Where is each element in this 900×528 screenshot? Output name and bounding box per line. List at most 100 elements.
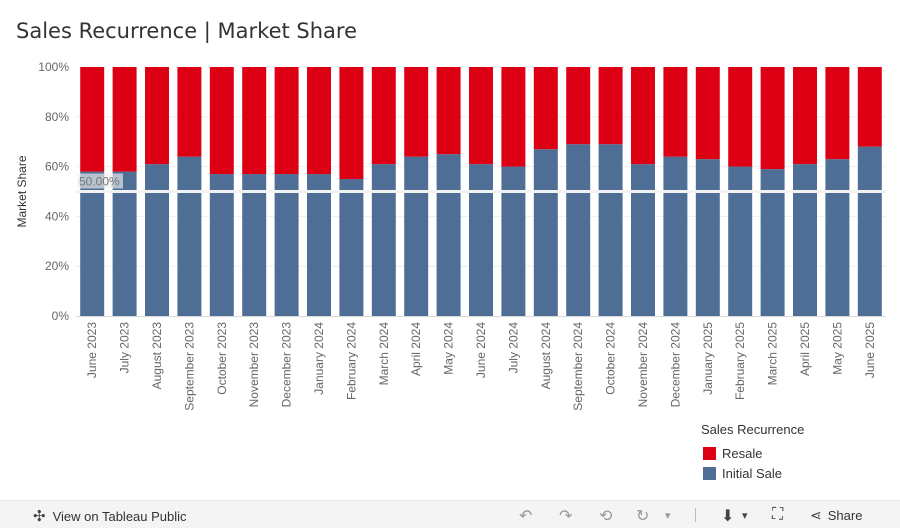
- bar-initial-sale: [339, 179, 364, 316]
- legend-label-resale: Resale: [722, 445, 763, 461]
- bar-resale: [307, 67, 331, 175]
- bar-resale: [177, 67, 202, 157]
- bar-resale: [242, 67, 267, 175]
- y-tick-label: 60%: [45, 160, 69, 174]
- bar-initial-sale: [177, 156, 202, 316]
- x-tick-label: January 2025: [701, 322, 715, 395]
- bar-resale: [501, 67, 526, 167]
- bar-initial-sale: [825, 159, 850, 316]
- bar-initial-sale: [760, 169, 785, 316]
- legend-label-initial-sale: Initial Sale: [722, 465, 782, 481]
- x-tick-label: June 2025: [863, 322, 877, 378]
- bar-resale: [825, 67, 850, 160]
- bar-resale: [598, 67, 623, 145]
- bar-resale: [728, 67, 753, 167]
- legend[interactable]: Sales Recurrence Resale Initial Sale: [701, 422, 804, 483]
- y-tick-label: 100%: [38, 60, 69, 74]
- x-tick-label: September 2023: [182, 322, 196, 411]
- download-icon[interactable]: ⬇: [721, 508, 735, 525]
- view-on-tableau-label: View on Tableau Public: [52, 508, 187, 524]
- bar-initial-sale: [145, 164, 169, 316]
- y-tick-label: 20%: [45, 259, 69, 273]
- x-tick-label: June 2023: [85, 322, 99, 378]
- bar-initial-sale: [598, 144, 623, 316]
- x-tick-label: March 2025: [766, 322, 780, 386]
- bar-initial-sale: [631, 164, 655, 316]
- chart-title: Sales Recurrence | Market Share: [16, 19, 358, 43]
- x-tick-label: May 2025: [830, 322, 844, 375]
- view-on-tableau-link[interactable]: ✣ View on Tableau Public: [33, 507, 187, 525]
- bar-resale: [112, 67, 137, 172]
- x-tick-label: April 2024: [409, 322, 423, 376]
- legend-item-initial-sale[interactable]: Initial Sale: [701, 463, 804, 483]
- y-tick-label: 0%: [52, 309, 70, 323]
- x-tick-label: February 2024: [344, 322, 358, 400]
- undo-icon[interactable]: ↶: [519, 508, 533, 525]
- share-icon: ⋖: [810, 507, 822, 523]
- bar-resale: [663, 67, 688, 157]
- bar-resale: [209, 67, 234, 175]
- legend-swatch-resale: [703, 446, 716, 460]
- bar-resale: [404, 67, 429, 157]
- legend-swatch-initial-sale: [703, 466, 716, 480]
- tableau-footer: ✣ View on Tableau Public ↶ ↷ ⟲ ↻ ▾ ⬇ ▾ ⛶…: [0, 500, 900, 528]
- x-tick-label: December 2024: [668, 322, 682, 408]
- bar-initial-sale: [695, 159, 720, 316]
- bar-resale: [145, 67, 169, 165]
- bar-initial-sale: [533, 149, 558, 316]
- bar-initial-sale: [80, 171, 105, 316]
- bar-initial-sale: [728, 166, 753, 316]
- bar-resale: [339, 67, 364, 180]
- x-tick-label: October 2024: [604, 322, 618, 395]
- bar-resale: [857, 67, 882, 147]
- bar-initial-sale: [469, 164, 493, 316]
- bar-resale: [793, 67, 817, 165]
- x-tick-label: January 2024: [312, 322, 326, 395]
- x-tick-label: February 2025: [733, 322, 747, 400]
- bar-initial-sale: [209, 174, 234, 316]
- bar-resale: [695, 67, 720, 160]
- bar-initial-sale: [663, 156, 688, 316]
- fullscreen-icon[interactable]: ⛶: [772, 506, 784, 523]
- legend-title: Sales Recurrence: [701, 422, 805, 437]
- x-tick-label: June 2024: [474, 322, 488, 378]
- x-tick-label: December 2023: [280, 322, 294, 408]
- bar-resale: [533, 67, 558, 150]
- revert-icon[interactable]: ⟲: [599, 508, 613, 525]
- x-tick-label: July 2024: [506, 322, 520, 374]
- bar-initial-sale: [793, 164, 817, 316]
- x-tick-label: July 2023: [118, 322, 132, 374]
- x-tick-label: September 2024: [571, 322, 585, 411]
- y-tick-label: 80%: [45, 110, 69, 124]
- y-tick-label: 40%: [45, 209, 69, 223]
- bar-initial-sale: [112, 171, 137, 316]
- reference-line-label: 50.00%: [79, 175, 120, 189]
- x-tick-label: November 2023: [247, 322, 261, 408]
- x-tick-label: March 2024: [377, 322, 391, 386]
- bar-initial-sale: [436, 154, 461, 316]
- x-tick-label: May 2024: [442, 322, 456, 375]
- redo-icon[interactable]: ↷: [559, 508, 573, 525]
- share-label: Share: [827, 508, 863, 523]
- bar-initial-sale: [857, 146, 882, 316]
- reference-label-bg: [77, 173, 123, 189]
- bar-resale: [760, 67, 785, 170]
- stacked-bar-chart: 0% 20% 40% 60% 80% 100% Market Share June 2023 J…: [15, 60, 886, 411]
- bar-initial-sale: [404, 156, 429, 316]
- legend-item-resale[interactable]: Resale: [701, 443, 804, 463]
- refresh-icon[interactable]: ↻: [636, 508, 650, 525]
- bar-resale: [80, 67, 105, 172]
- bar-initial-sale: [371, 164, 396, 316]
- refresh-dropdown-icon[interactable]: ▾: [665, 510, 671, 522]
- bar-resale: [436, 67, 461, 155]
- download-dropdown-icon[interactable]: ▾: [742, 510, 748, 522]
- x-tick-label: August 2024: [539, 322, 553, 390]
- x-tick-label: April 2025: [798, 322, 812, 376]
- share-button[interactable]: ⋖ Share: [810, 507, 862, 524]
- bar-initial-sale: [274, 174, 299, 316]
- y-axis-title: Market Share: [15, 155, 29, 227]
- x-tick-label: November 2024: [636, 322, 650, 408]
- bar-initial-sale: [242, 174, 267, 316]
- x-tick-label: October 2023: [215, 322, 229, 395]
- bar-initial-sale: [566, 144, 591, 316]
